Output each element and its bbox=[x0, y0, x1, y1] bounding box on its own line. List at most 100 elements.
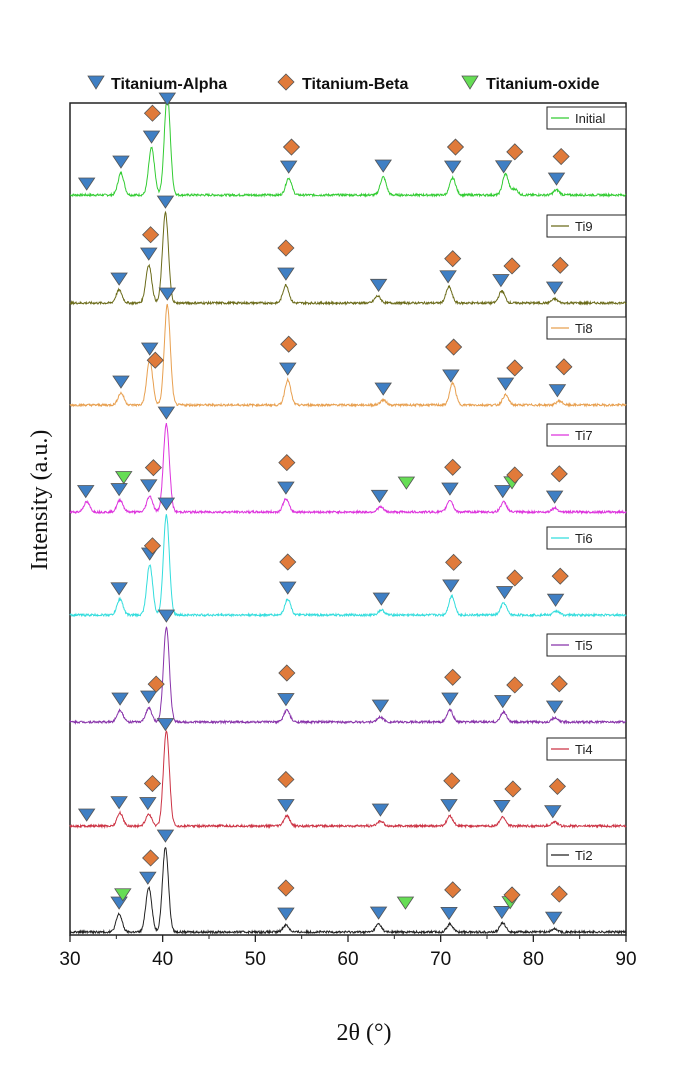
xrd-curve-ti8 bbox=[69, 303, 627, 408]
alpha-marker-ti8-4 bbox=[374, 382, 392, 396]
alpha-marker-initial-5 bbox=[374, 159, 392, 173]
xrd-curve-ti6 bbox=[69, 514, 627, 618]
series-label-ti8: Ti8 bbox=[546, 316, 627, 340]
x-axis: 30 40 50 60 70 80 90 bbox=[59, 935, 637, 970]
beta-marker-ti6-2 bbox=[445, 553, 463, 571]
legend-beta-label: Titanium-Beta bbox=[302, 76, 408, 93]
alpha-marker-initial-6 bbox=[443, 160, 462, 174]
alpha-marker-ti4-1 bbox=[110, 796, 128, 810]
beta-marker-ti5-3 bbox=[506, 676, 524, 694]
beta-marker-ti2-2 bbox=[444, 881, 462, 899]
alpha-marker-ti9-0 bbox=[110, 272, 128, 286]
x-tick-label-40: 40 bbox=[152, 949, 173, 970]
alpha-marker-ti5-0 bbox=[111, 692, 129, 706]
alpha-marker-ti5-2 bbox=[157, 609, 176, 623]
series-label-box bbox=[546, 214, 627, 238]
xrd-curve-ti5 bbox=[69, 626, 627, 726]
alpha-marker-ti7-2 bbox=[140, 479, 158, 493]
alpha-marker-ti2-5 bbox=[440, 906, 458, 921]
alpha-marker-ti9-6 bbox=[492, 274, 510, 288]
beta-marker-ti2-1 bbox=[277, 879, 295, 897]
beta-marker-ti4-4 bbox=[548, 777, 566, 795]
alpha-marker-ti2-4 bbox=[369, 906, 388, 920]
legend-oxide-label: Titanium-oxide bbox=[486, 76, 600, 93]
series-label-ti5: Ti5 bbox=[546, 633, 627, 657]
x-tick-label-90: 90 bbox=[615, 949, 636, 970]
series-label-text: Ti2 bbox=[575, 848, 593, 863]
oxide-marker-ti7-1 bbox=[397, 476, 416, 490]
xrd-curve-initial bbox=[69, 95, 627, 198]
alpha-marker-ti5-5 bbox=[441, 692, 459, 706]
plot-frame bbox=[69, 102, 627, 936]
oxide-marker-ti2-1 bbox=[396, 896, 415, 910]
series-label-text: Ti6 bbox=[575, 531, 593, 546]
series-label-box bbox=[546, 316, 627, 340]
legend-alpha-label: Titanium-Alpha bbox=[111, 76, 227, 93]
beta-marker-ti6-3 bbox=[506, 569, 524, 587]
alpha-marker-ti4-8 bbox=[544, 805, 562, 819]
alpha-marker-ti7-7 bbox=[494, 485, 512, 499]
beta-marker-ti5-1 bbox=[278, 664, 296, 682]
alpha-marker-ti5-6 bbox=[494, 695, 512, 709]
alpha-marker-ti8-7 bbox=[548, 384, 567, 398]
beta-marker-ti9-3 bbox=[503, 257, 521, 275]
beta-marker-ti4-2 bbox=[443, 772, 461, 790]
beta-marker-ti2-4 bbox=[550, 885, 568, 903]
alpha-marker-ti9-3 bbox=[277, 267, 295, 281]
series-label-ti4: Ti4 bbox=[546, 737, 627, 761]
beta-marker-ti2-0 bbox=[142, 849, 160, 867]
alpha-marker-ti2-6 bbox=[493, 906, 511, 920]
series-label-box bbox=[546, 526, 627, 550]
beta-marker-ti7-1 bbox=[278, 454, 296, 472]
alpha-marker-ti2-7 bbox=[544, 911, 563, 925]
alpha-marker-ti6-7 bbox=[546, 593, 565, 607]
alpha-marker-ti2-0 bbox=[110, 896, 128, 910]
series-label-ti6: Ti6 bbox=[546, 526, 627, 550]
alpha-marker-ti9-1 bbox=[140, 247, 158, 261]
xrd-curve-ti2 bbox=[69, 846, 627, 936]
series-label-text: Ti9 bbox=[575, 219, 593, 234]
beta-marker-ti6-4 bbox=[551, 567, 569, 585]
series-label-box bbox=[546, 737, 627, 761]
beta-marker-ti7-0 bbox=[144, 459, 162, 477]
alpha-marker-ti2-1 bbox=[139, 871, 157, 885]
x-tick-label-60: 60 bbox=[337, 949, 358, 970]
y-axis-title: Intensity (a.u.) bbox=[27, 430, 53, 571]
alpha-marker-ti8-6 bbox=[496, 377, 515, 391]
alpha-marker-ti2-2 bbox=[156, 829, 175, 843]
beta-marker-ti5-0 bbox=[147, 675, 165, 693]
alpha-marker-initial-0 bbox=[77, 177, 96, 191]
xrd-curve-ti4 bbox=[69, 730, 627, 830]
x-tick-label-80: 80 bbox=[523, 949, 544, 970]
series-label-initial: Initial bbox=[546, 106, 627, 130]
alpha-marker-ti9-5 bbox=[439, 270, 457, 284]
alpha-marker-ti4-3 bbox=[156, 718, 175, 732]
beta-marker-ti5-4 bbox=[550, 675, 568, 693]
alpha-marker-ti8-5 bbox=[442, 369, 460, 383]
series-labels-layer: Initial Ti9 Ti8 Ti7 Ti6 Ti5 Ti4 Ti2 bbox=[546, 106, 627, 867]
series-label-text: Initial bbox=[575, 111, 605, 126]
series-label-ti9: Ti9 bbox=[546, 214, 627, 238]
alpha-marker-ti5-3 bbox=[277, 693, 295, 707]
beta-marker-initial-2 bbox=[446, 138, 465, 156]
beta-marker-ti8-2 bbox=[445, 338, 463, 356]
alpha-marker-initial-3 bbox=[158, 92, 177, 106]
oxide-marker-ti2-0 bbox=[114, 888, 132, 902]
xrd-curve-ti7 bbox=[69, 422, 627, 515]
alpha-marker-ti9-2 bbox=[156, 195, 175, 209]
series-label-text: Ti5 bbox=[575, 638, 593, 653]
beta-marker-ti8-3 bbox=[506, 359, 524, 377]
legend: Titanium-Alpha Titanium-Beta Titanium-ox… bbox=[87, 73, 600, 93]
alpha-marker-ti6-6 bbox=[495, 586, 514, 600]
series-label-box bbox=[546, 106, 627, 130]
beta-marker-ti4-1 bbox=[277, 770, 295, 789]
series-label-box bbox=[546, 633, 627, 657]
legend-beta: Titanium-Beta bbox=[277, 73, 408, 93]
alpha-marker-ti7-1 bbox=[110, 483, 128, 497]
alpha-marker-ti7-6 bbox=[441, 482, 459, 496]
alpha-marker-ti6-4 bbox=[372, 592, 391, 606]
oxide-marker-ti7-0 bbox=[114, 471, 133, 485]
alpha-marker-initial-2 bbox=[142, 130, 161, 144]
alpha-marker-ti9-4 bbox=[369, 278, 388, 293]
alpha-marker-ti7-8 bbox=[545, 490, 564, 504]
